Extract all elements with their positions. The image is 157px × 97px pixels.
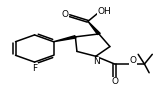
Text: F: F <box>32 64 37 73</box>
Polygon shape <box>54 36 76 42</box>
Text: O: O <box>111 78 118 86</box>
Text: N: N <box>93 57 100 66</box>
Text: O: O <box>129 56 136 65</box>
Text: OH: OH <box>97 7 111 16</box>
Polygon shape <box>88 21 100 34</box>
Text: O: O <box>62 10 69 19</box>
